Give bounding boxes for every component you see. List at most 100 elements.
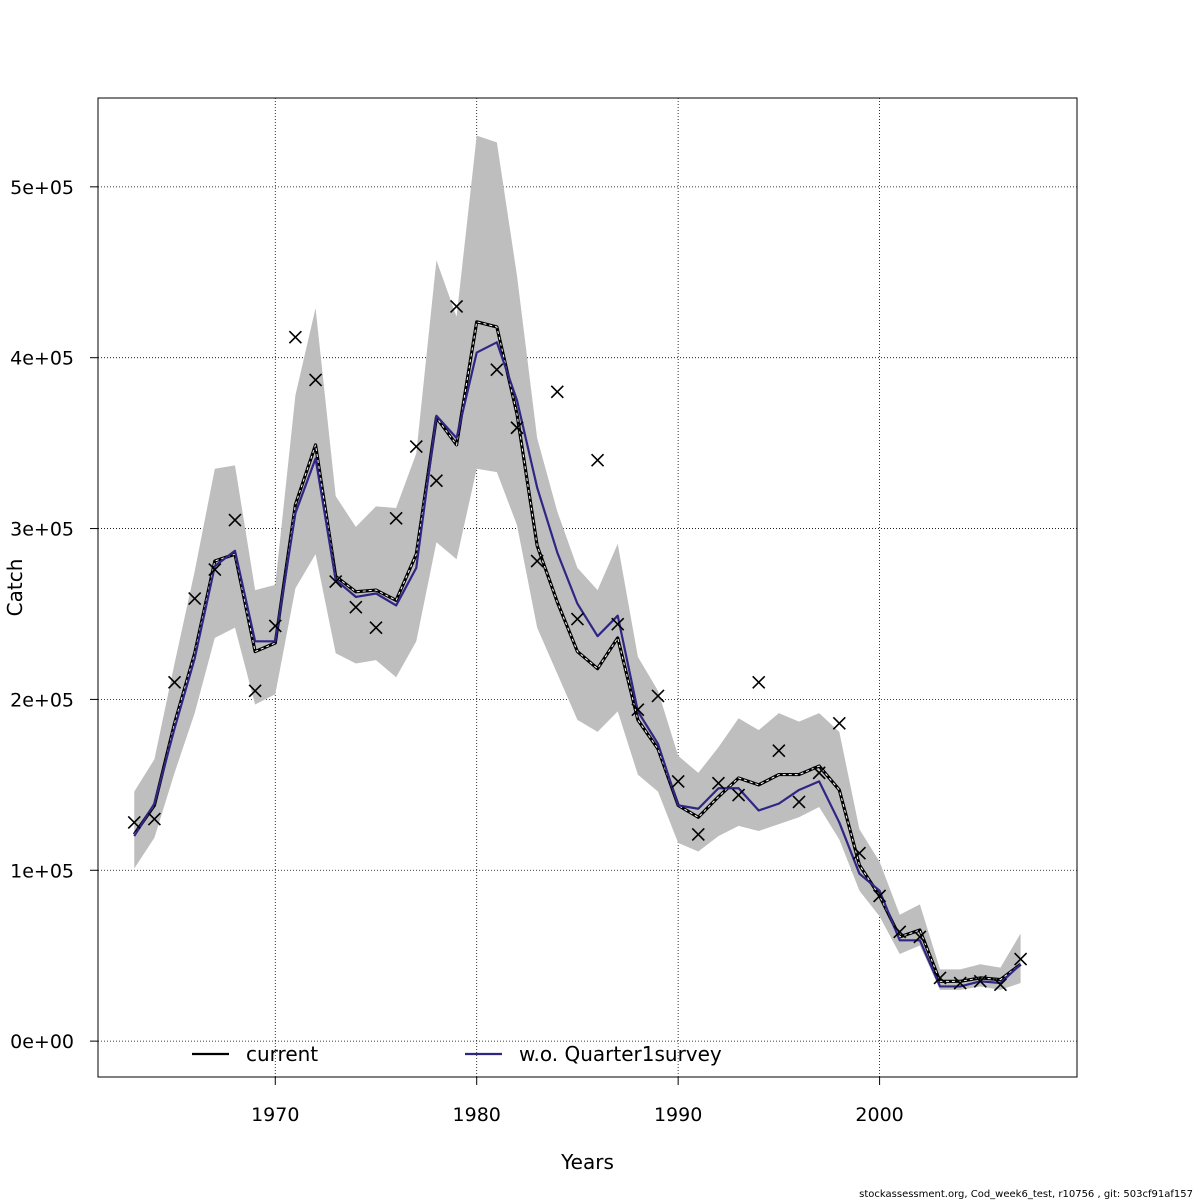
- y-tick-label: 4e+05: [10, 348, 74, 370]
- series-line-wo-quarter1survey: [133, 341, 1022, 988]
- observed-point-stroke: [953, 976, 967, 990]
- observed-point-stroke: [188, 592, 202, 606]
- y-tick-label: 1e+05: [10, 860, 74, 882]
- observed-point: [228, 513, 242, 527]
- observed-point-stroke: [812, 766, 826, 780]
- observed-point-stroke: [570, 612, 584, 626]
- plot-frame: [97, 97, 1078, 1078]
- observed-point: [1014, 952, 1028, 966]
- observed-point: [832, 716, 846, 730]
- observed-point: [349, 600, 363, 614]
- observed-point: [208, 562, 222, 577]
- footer-credit: stockassessment.org, Cod_week6_test, r10…: [859, 1189, 1193, 1200]
- observed-point-stroke: [550, 385, 564, 399]
- observed-point-stroke: [933, 971, 947, 985]
- observed-point-stroke: [973, 974, 987, 988]
- legend-item-current: current: [192, 1042, 318, 1066]
- observed-point-stroke: [449, 299, 464, 314]
- observed-point-stroke: [329, 574, 343, 589]
- observed-point-stroke: [510, 421, 524, 435]
- observed-point-stroke: [308, 373, 323, 387]
- observed-point: [852, 846, 867, 860]
- observed-point-stroke: [268, 619, 282, 633]
- observed-point: [732, 788, 746, 802]
- observed-point: [691, 827, 705, 841]
- observed-point-stroke: [752, 675, 766, 689]
- observed-point-stroke: [711, 776, 726, 790]
- y-tick-label: 2e+05: [10, 689, 74, 711]
- x-axis-title: Years: [560, 1150, 614, 1174]
- observed-point-stroke: [993, 978, 1008, 992]
- observed-point: [933, 971, 947, 985]
- observed-point: [893, 925, 907, 939]
- observed-point: [812, 766, 826, 780]
- observed-point: [651, 689, 665, 703]
- observed-point: [591, 453, 605, 467]
- legend-label: w.o. Quarter1survey: [519, 1042, 722, 1066]
- confidence-band-group: [134, 135, 1021, 990]
- series-lines: [132, 320, 1022, 988]
- observed-point: [127, 815, 141, 829]
- observed-point: [772, 744, 786, 758]
- observed-point: [611, 617, 625, 631]
- observed-point-stroke: [349, 600, 363, 614]
- observed-point-stroke: [127, 815, 141, 829]
- confidence-band: [134, 135, 1021, 990]
- observed-point: [188, 592, 202, 606]
- observed-point: [409, 439, 423, 454]
- observed-point-stroke: [409, 439, 423, 454]
- observed-point-stroke: [167, 675, 182, 689]
- observed-point: [329, 574, 343, 589]
- observed-point: [711, 776, 726, 790]
- observed-point-stroke: [490, 363, 504, 377]
- observed-point: [490, 363, 504, 377]
- observed-point-stroke: [852, 846, 867, 860]
- observed-point: [288, 330, 302, 344]
- observed-point: [973, 974, 987, 988]
- observed-point-stroke: [429, 474, 443, 488]
- observed-point-stroke: [369, 621, 383, 635]
- observed-point: [993, 978, 1008, 992]
- observed-point-stroke: [732, 788, 746, 802]
- observed-point: [530, 554, 544, 568]
- observed-point: [631, 703, 645, 717]
- legend-label: current: [246, 1042, 318, 1066]
- observed-point-stroke: [873, 889, 887, 903]
- x-tick-label: 1990: [654, 1104, 702, 1126]
- observed-points: [127, 299, 1028, 992]
- observed-point: [752, 675, 766, 689]
- observed-point-stroke: [208, 562, 222, 577]
- observed-point-stroke: [591, 453, 605, 467]
- observed-point-stroke: [288, 330, 302, 344]
- legend: current w.o. Quarter1survey: [192, 1042, 722, 1066]
- axes: 1970 1980 1990 2000 0e+00 1e+05 2e+05 3e+05 4e+0…: [10, 177, 904, 1126]
- observed-point: [913, 930, 927, 944]
- observed-point-stroke: [147, 812, 161, 826]
- legend-item-wo-quarter1survey: w.o. Quarter1survey: [465, 1042, 722, 1066]
- y-tick-label: 3e+05: [10, 519, 74, 541]
- observed-point-stroke: [1014, 952, 1028, 966]
- observed-point: [389, 511, 403, 525]
- observed-point: [369, 621, 383, 635]
- observed-point-stroke: [228, 513, 242, 527]
- observed-point-stroke: [691, 827, 705, 841]
- observed-point-stroke: [671, 774, 685, 788]
- observed-point: [268, 619, 282, 633]
- observed-point-stroke: [631, 703, 645, 717]
- observed-point-stroke: [772, 744, 786, 758]
- observed-point: [792, 795, 806, 809]
- observed-point: [429, 474, 443, 488]
- observed-point: [308, 373, 323, 387]
- observed-point: [873, 889, 887, 903]
- observed-point-stroke: [832, 716, 846, 730]
- observed-point-stroke: [651, 689, 665, 703]
- observed-point: [167, 675, 182, 689]
- observed-point-stroke: [792, 795, 806, 809]
- observed-point-stroke: [913, 930, 927, 944]
- x-tick-label: 1980: [453, 1104, 501, 1126]
- y-tick-label: 5e+05: [10, 177, 74, 199]
- observed-point-stroke: [530, 554, 544, 568]
- observed-point: [570, 612, 584, 626]
- y-tick-label: 0e+00: [10, 1031, 74, 1053]
